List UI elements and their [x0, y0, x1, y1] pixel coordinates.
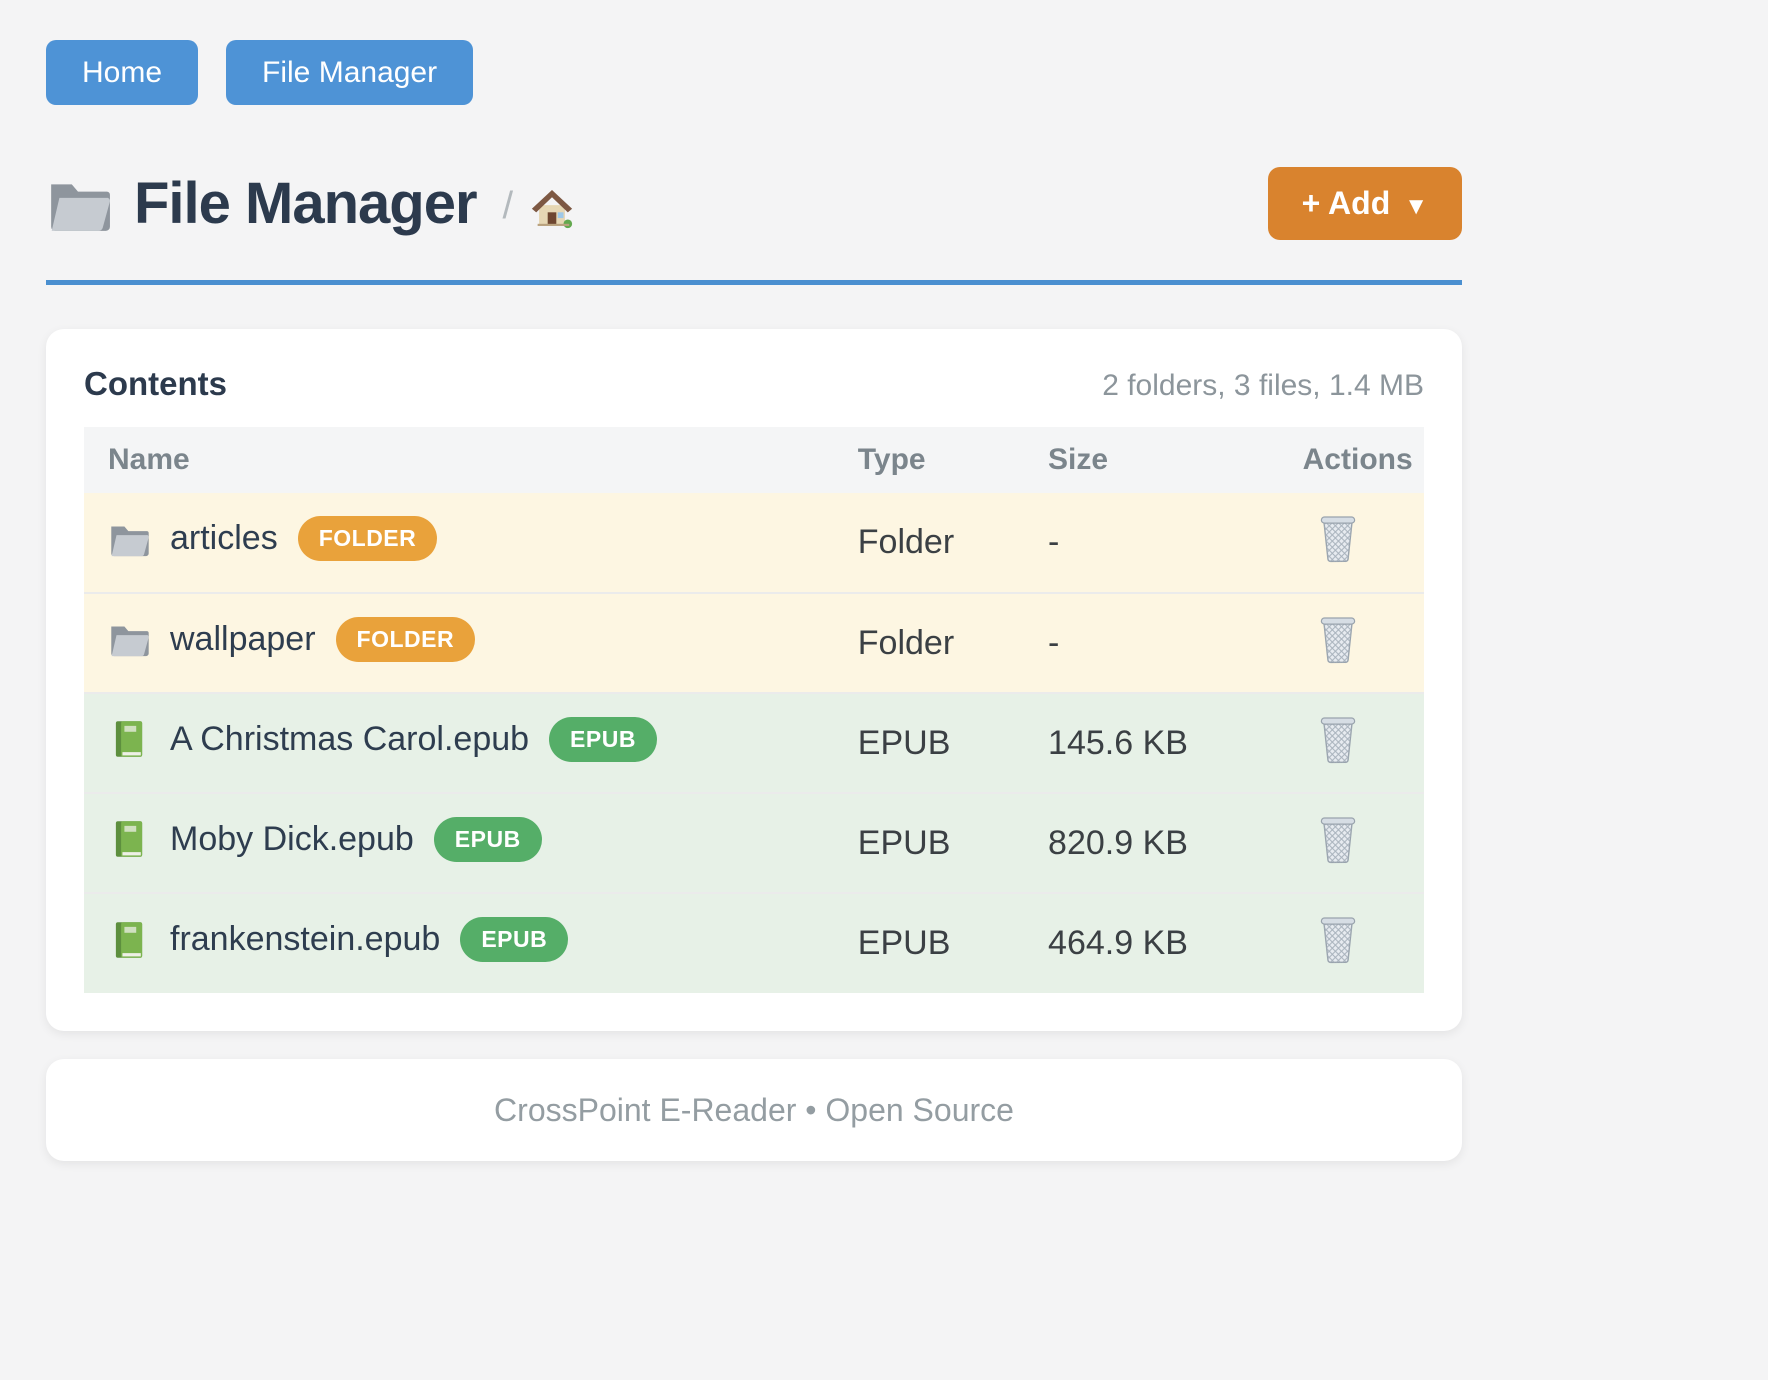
- trash-icon: [1317, 714, 1359, 764]
- table-row: A Christmas Carol.epub EPUB EPUB 145.6 K…: [84, 693, 1424, 793]
- type-badge: FOLDER: [297, 516, 438, 562]
- table-row: wallpaper FOLDER Folder -: [84, 593, 1424, 693]
- column-header-size: Size: [1048, 443, 1109, 476]
- chevron-down-icon: ▼: [1404, 193, 1428, 220]
- footer: CrossPoint E-Reader • Open Source: [46, 1059, 1462, 1161]
- file-link[interactable]: frankenstein.epub EPUB: [108, 917, 569, 963]
- column-header-name: Name: [108, 443, 190, 476]
- contents-summary: 2 folders, 3 files, 1.4 MB: [1102, 369, 1424, 402]
- type-badge: FOLDER: [335, 616, 476, 662]
- file-table: Name Type Size Actions articles FOLDER F…: [84, 427, 1424, 993]
- type-cell: EPUB: [857, 823, 951, 862]
- column-header-type: Type: [857, 443, 926, 476]
- trash-icon: [1317, 614, 1359, 664]
- trash-icon: [1317, 814, 1359, 864]
- home-button[interactable]: Home: [46, 40, 199, 105]
- size-cell: -: [1048, 523, 1060, 561]
- footer-text: CrossPoint E-Reader • Open Source: [494, 1091, 1014, 1128]
- type-badge: EPUB: [549, 716, 657, 762]
- folder-icon: [108, 618, 150, 660]
- add-button-label: + Add: [1301, 185, 1391, 221]
- book-icon: [108, 919, 150, 961]
- type-cell: Folder: [857, 623, 955, 662]
- delete-button[interactable]: [1303, 914, 1359, 964]
- contents-card: Contents 2 folders, 3 files, 1.4 MB Name…: [46, 329, 1462, 1031]
- type-cell: EPUB: [857, 924, 951, 962]
- type-badge: EPUB: [460, 917, 569, 963]
- column-header-actions: Actions: [1302, 443, 1413, 476]
- table-row: articles FOLDER Folder -: [84, 493, 1424, 593]
- file-name[interactable]: frankenstein.epub: [170, 920, 441, 959]
- book-icon: [108, 818, 150, 860]
- size-cell: -: [1048, 623, 1060, 662]
- contents-header: Contents 2 folders, 3 files, 1.4 MB: [84, 365, 1424, 403]
- top-nav: Home File Manager: [46, 40, 1462, 105]
- delete-button[interactable]: [1303, 614, 1359, 664]
- page-content: Home File Manager File Manager / + Add ▼ …: [46, 0, 1462, 1161]
- file-link[interactable]: Moby Dick.epub EPUB: [108, 816, 542, 862]
- file-name[interactable]: A Christmas Carol.epub: [170, 719, 530, 758]
- file-manager-button[interactable]: File Manager: [226, 40, 474, 105]
- breadcrumb-separator: /: [502, 185, 514, 227]
- table-row: Moby Dick.epub EPUB EPUB 820.9 KB: [84, 793, 1424, 893]
- house-icon[interactable]: [529, 185, 575, 231]
- type-cell: EPUB: [857, 723, 951, 762]
- size-cell: 820.9 KB: [1048, 823, 1188, 862]
- type-badge: EPUB: [433, 816, 542, 862]
- folder-icon: [108, 518, 150, 560]
- delete-button[interactable]: [1303, 714, 1359, 764]
- trash-icon: [1317, 513, 1359, 563]
- contents-table-body: articles FOLDER Folder - wallpaper FOLDE…: [84, 493, 1424, 993]
- add-button[interactable]: + Add ▼: [1267, 167, 1462, 240]
- table-row: frankenstein.epub EPUB EPUB 464.9 KB: [84, 893, 1424, 993]
- title-group: File Manager /: [46, 170, 575, 237]
- file-name[interactable]: wallpaper: [170, 619, 316, 658]
- file-link[interactable]: articles FOLDER: [108, 516, 438, 562]
- trash-icon: [1317, 914, 1359, 964]
- page-title: File Manager: [134, 171, 478, 236]
- size-cell: 145.6 KB: [1048, 723, 1188, 762]
- contents-title: Contents: [84, 365, 227, 402]
- table-header-row: Name Type Size Actions: [84, 427, 1424, 493]
- book-icon: [108, 718, 150, 760]
- file-name[interactable]: Moby Dick.epub: [170, 819, 414, 858]
- size-cell: 464.9 KB: [1048, 924, 1188, 962]
- delete-button[interactable]: [1303, 513, 1359, 563]
- delete-button[interactable]: [1303, 814, 1359, 864]
- type-cell: Folder: [857, 523, 955, 561]
- file-link[interactable]: wallpaper FOLDER: [108, 616, 476, 662]
- page-header: File Manager / + Add ▼: [46, 167, 1462, 285]
- file-name[interactable]: articles: [170, 519, 278, 558]
- file-link[interactable]: A Christmas Carol.epub EPUB: [108, 716, 657, 762]
- folder-icon: [46, 171, 112, 237]
